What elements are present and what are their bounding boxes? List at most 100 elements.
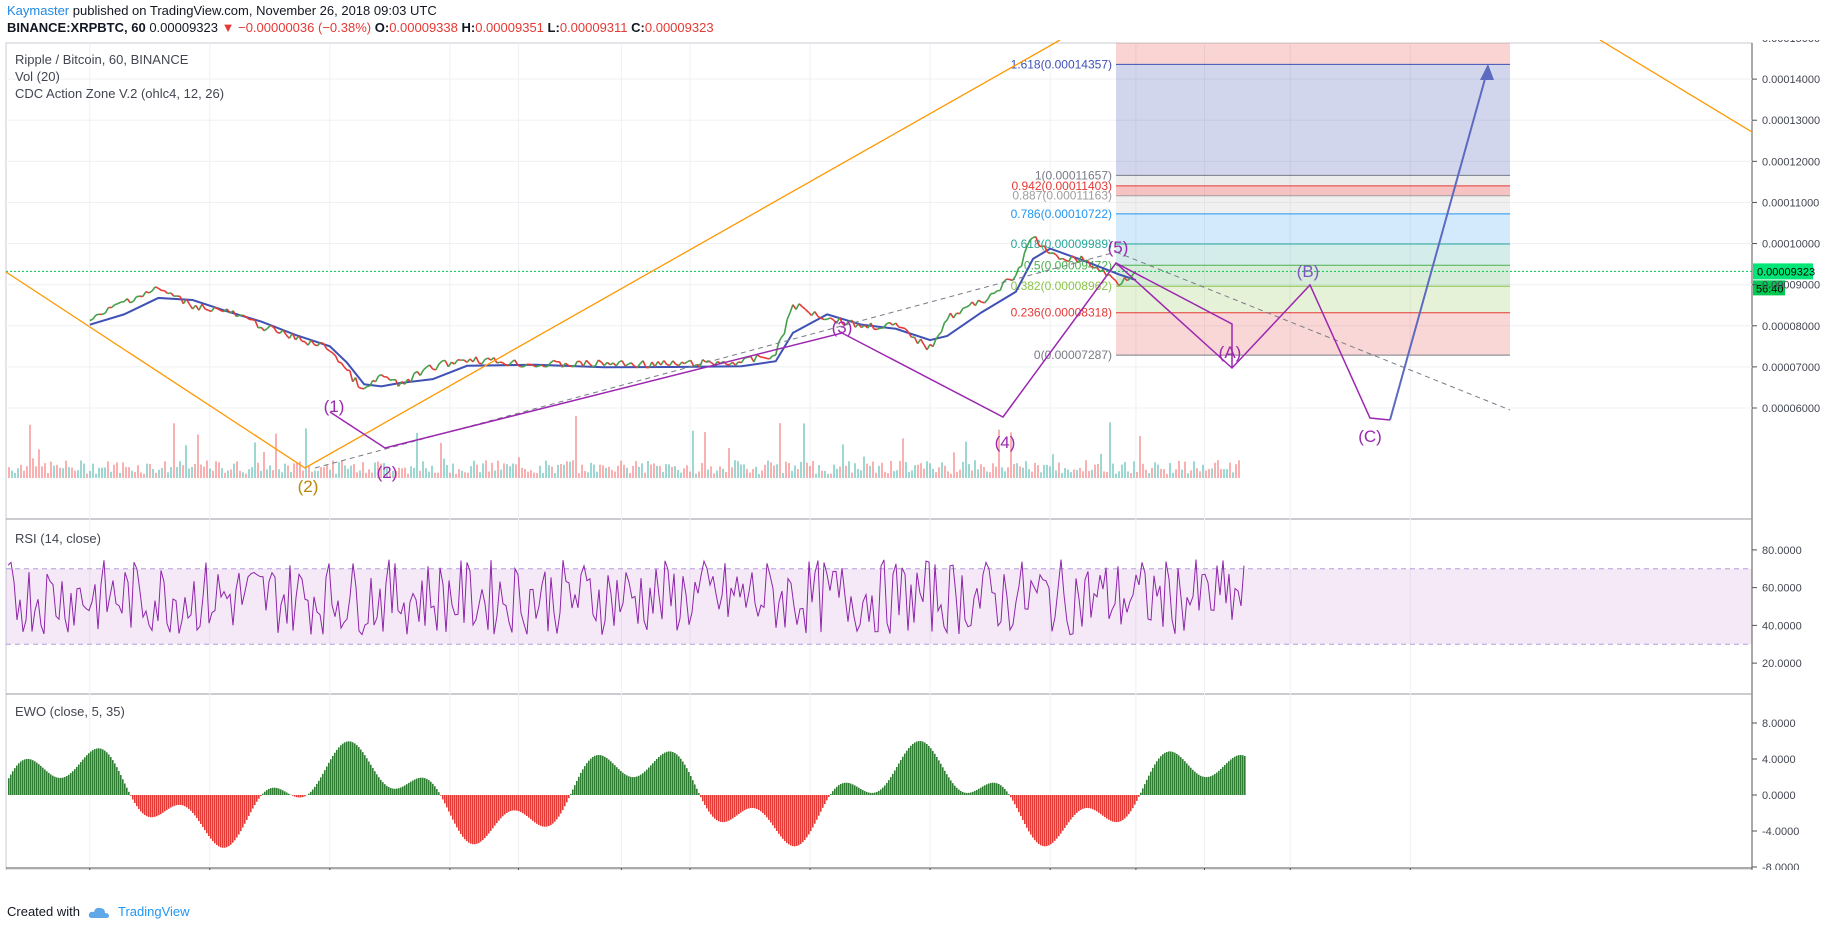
ewo-bar xyxy=(588,760,590,795)
tradingview-brand-link[interactable]: TradingView xyxy=(117,904,190,919)
price-segment xyxy=(636,363,641,369)
volume-bar xyxy=(860,470,862,478)
price-segment xyxy=(145,290,150,294)
ewo-bar xyxy=(516,795,518,811)
volume-bar xyxy=(329,469,331,478)
price-segment xyxy=(938,331,943,336)
price-segment xyxy=(198,303,203,311)
volume-bar xyxy=(428,471,430,478)
ewo-bar xyxy=(1226,763,1228,795)
price-segment xyxy=(651,361,656,367)
volume-bar xyxy=(449,472,451,478)
volume-bar xyxy=(527,471,529,478)
ewo-bar xyxy=(1232,757,1234,795)
ewo-bar xyxy=(308,793,310,795)
price-segment xyxy=(768,355,774,360)
ewo-bar xyxy=(970,792,972,795)
volume-bar xyxy=(680,472,682,478)
ewo-bar xyxy=(720,795,722,822)
ewo-bar xyxy=(48,772,50,795)
ewo-bar xyxy=(360,749,362,795)
volume-bar xyxy=(116,462,118,478)
ewo-bar xyxy=(612,763,614,795)
volume-bar xyxy=(707,469,709,478)
ewo-bar xyxy=(94,749,96,795)
ewo-bar xyxy=(1172,751,1174,795)
volume-bar xyxy=(32,458,34,478)
ewo-bar xyxy=(176,795,178,806)
volume-bar xyxy=(1190,470,1192,478)
ewo-bar xyxy=(124,783,126,795)
volume-bar xyxy=(374,462,376,478)
price-tick-label: 0.00012000 xyxy=(1762,156,1820,168)
volume-bar xyxy=(875,472,877,478)
ewo-bar xyxy=(380,779,382,795)
ewo-bar xyxy=(304,795,306,797)
last-price-tag-label: 0.00009323 xyxy=(1757,266,1815,278)
price-segment xyxy=(481,358,486,365)
volume-bar xyxy=(1169,462,1171,478)
ewo-bar xyxy=(1042,795,1044,847)
ewo-bar xyxy=(1194,771,1196,795)
ewo-bar xyxy=(864,791,866,795)
volume-bar xyxy=(131,470,133,478)
price-segment xyxy=(642,360,647,368)
ewo-bar xyxy=(320,777,322,795)
author-link[interactable]: Kaymaster xyxy=(7,3,70,18)
fib-band xyxy=(1116,244,1510,266)
ewo-bar xyxy=(446,795,448,808)
price-segment xyxy=(132,296,138,302)
ewo-bar xyxy=(988,783,990,795)
volume-bar xyxy=(650,464,652,478)
volume-bar xyxy=(1238,460,1240,478)
volume-bar xyxy=(995,466,997,478)
ewo-bar xyxy=(872,792,874,795)
ewo-bar xyxy=(412,780,414,795)
ewo-bar xyxy=(702,795,704,802)
volume-bar xyxy=(1046,464,1048,478)
price-segment xyxy=(738,361,742,364)
ewo-bar xyxy=(996,783,998,795)
ewo-bar xyxy=(924,742,926,795)
volume-bar xyxy=(827,473,829,478)
volume-bar xyxy=(50,461,52,478)
volume-bar xyxy=(431,465,433,478)
ewo-bar xyxy=(1240,754,1242,795)
chart-canvas[interactable]: 1.618(0.00014357) 1(0.00011657)0.942(0.00… xyxy=(0,40,1828,870)
volume-bar xyxy=(443,458,445,478)
ewo-bar xyxy=(1080,795,1082,810)
volume-bar xyxy=(287,465,289,478)
price-segment xyxy=(618,360,623,363)
ewo-bar xyxy=(1200,775,1202,795)
ewo-bar xyxy=(92,750,94,795)
fibonacci-extension: 1.618(0.00014357) 1(0.00011657)0.942(0.00… xyxy=(1011,43,1510,362)
countdown-label: 56:40 xyxy=(1756,283,1784,295)
volume-bar xyxy=(890,460,892,478)
ewo-bar xyxy=(1128,795,1130,815)
volume-bar xyxy=(599,464,601,478)
ewo-bar xyxy=(442,795,444,800)
ewo-bar xyxy=(1130,795,1132,812)
price-segment xyxy=(698,359,704,368)
volume-bar xyxy=(164,461,166,478)
ewo-bar xyxy=(546,795,548,827)
ewo-bar xyxy=(474,795,476,845)
price-segment xyxy=(397,381,403,387)
ewo-bar xyxy=(1108,795,1110,820)
volume-bar xyxy=(725,472,727,478)
volume-bar xyxy=(1127,471,1129,478)
ewo-tick-label: 4.0000 xyxy=(1762,754,1796,766)
ewo-bar xyxy=(1088,795,1090,809)
ewo-bar xyxy=(228,795,230,847)
wave-drawings: (1) (2) (2) (3) (4) (5) (A) (B) (C) xyxy=(5,40,1753,496)
volume-bar xyxy=(1202,464,1204,478)
ewo-bar xyxy=(218,795,220,847)
volume-bar xyxy=(947,471,949,478)
ewo-bar xyxy=(386,785,388,795)
volume-bar xyxy=(182,465,184,478)
price-segment xyxy=(573,360,579,367)
ewo-bar xyxy=(362,752,364,795)
price-segment xyxy=(1035,236,1040,246)
volume-bar xyxy=(1124,462,1126,478)
ewo-bar xyxy=(266,790,268,795)
